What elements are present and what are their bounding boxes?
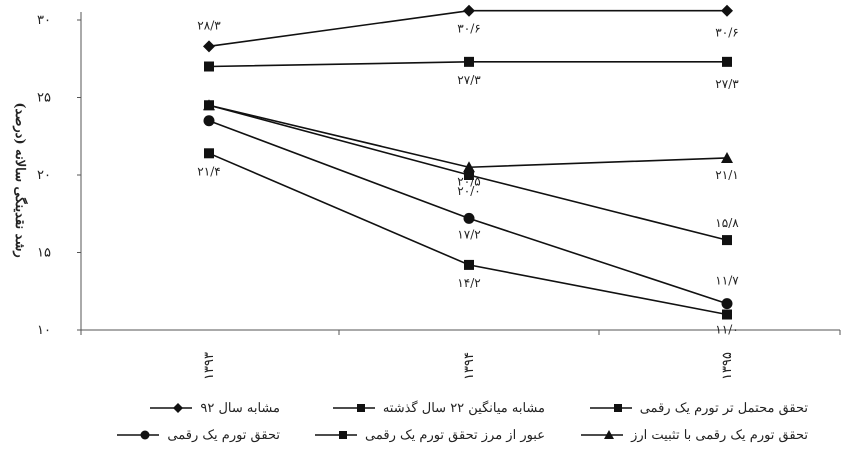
legend-item: مشابه سال ۹۲ [20, 400, 280, 416]
legend-swatch [315, 431, 358, 439]
legend-swatch [332, 404, 375, 412]
data-label: ۲۰/۰ [457, 184, 480, 198]
triangle-marker [203, 99, 215, 111]
circle-marker [721, 298, 733, 310]
square-marker [464, 259, 474, 270]
triangle-marker [604, 430, 615, 439]
circle-marker [463, 212, 475, 224]
legend-swatch [589, 404, 632, 412]
circle-marker [140, 430, 150, 440]
chart-legend: مشابه سال ۹۲ مشابه میانگین ۲۲ سال گذشته تح… [0, 396, 849, 450]
data-label: ۲۸/۳ [197, 18, 221, 32]
square-marker [464, 56, 474, 67]
x-tick-label: ۱۳۹۳ [202, 352, 217, 380]
square-marker [722, 56, 732, 67]
x-tick-label: ۱۳۹۴ [462, 352, 477, 380]
data-label: ۲۷/۳ [715, 77, 739, 91]
circle-marker [203, 115, 215, 127]
data-label: ۱۷/۲ [457, 227, 480, 241]
diamond-marker [463, 4, 475, 17]
legend-item: تحقق محتمل تر تورم یک رقمی [548, 400, 808, 416]
square-marker [722, 235, 732, 246]
y-tick-label: ۱۰ [37, 323, 51, 338]
triangle-marker [721, 151, 733, 163]
chart-axes: ۱۰ ۱۵ ۲۰ ۲۵ ۳۰ ۱۳۹۳ ۱۳۹۴ ۱۳۹۵ [37, 12, 841, 380]
y-tick-label: ۱۵ [37, 246, 51, 261]
data-label: ۱۱/۷ [715, 274, 739, 288]
y-axis-label: رشد نقدینگی سالانه (درصد) [12, 102, 29, 257]
square-marker [613, 404, 622, 412]
legend-item: مشابه میانگین ۲۲ سال گذشته [285, 400, 545, 416]
diamond-marker [203, 40, 215, 53]
legend-swatch [150, 403, 193, 413]
square-marker [722, 309, 732, 320]
legend-label: تحقق تورم یک رقمی [167, 427, 280, 443]
data-label: ۱۱/۰ [715, 323, 738, 337]
square-marker [204, 148, 214, 159]
series-markers [203, 4, 733, 320]
data-label: ۳۰/۶ [457, 22, 480, 36]
data-label: ۲۰/۵ [457, 174, 480, 188]
y-tick-label: ۳۰ [37, 13, 51, 28]
data-label: ۱۴/۲ [457, 276, 480, 290]
legend-label: تحقق محتمل تر تورم یک رقمی [639, 400, 808, 416]
square-marker [204, 61, 214, 72]
legend-item: عبور از مرز تحقق تورم یک رقمی [285, 427, 545, 443]
legend-label: عبور از مرز تحقق تورم یک رقمی [365, 427, 545, 443]
y-tick-label: ۲۵ [37, 91, 51, 106]
series-line [208, 104, 728, 169]
data-label: ۱۵/۸ [715, 216, 739, 230]
legend-item: تحقق تورم یک رقمی [20, 427, 280, 443]
diamond-marker [721, 4, 733, 17]
legend-swatch [117, 430, 160, 440]
diamond-marker [173, 403, 184, 413]
triangle-marker [463, 161, 475, 173]
square-marker [464, 170, 474, 180]
legend-label: تحقق تورم یک رقمی با تثبیت ارز [631, 427, 808, 443]
x-tick-label: ۱۳۹۵ [720, 352, 735, 380]
legend-item: تحقق تورم یک رقمی با تثبیت ارز [548, 427, 808, 443]
data-label: ۲۱/۴ [197, 164, 220, 178]
data-label: ۲۱/۱ [715, 168, 738, 182]
legend-label: مشابه میانگین ۲۲ سال گذشته [382, 400, 545, 416]
data-label: ۲۷/۳ [457, 73, 481, 87]
legend-label: مشابه سال ۹۲ [200, 400, 280, 416]
y-tick-label: ۲۰ [37, 168, 51, 183]
square-marker [356, 404, 365, 412]
square-marker [339, 431, 348, 439]
data-label: ۳۰/۶ [715, 26, 738, 40]
data-labels: ۲۸/۳ ۳۰/۶ ۳۰/۶ ۲۷/۳ ۲۷/۳ ۲۰/۰ ۱۵/۸ ۱۷/۲ ۱۱/۷ ۲۱/۴… [197, 18, 739, 336]
legend-swatch [581, 430, 624, 439]
